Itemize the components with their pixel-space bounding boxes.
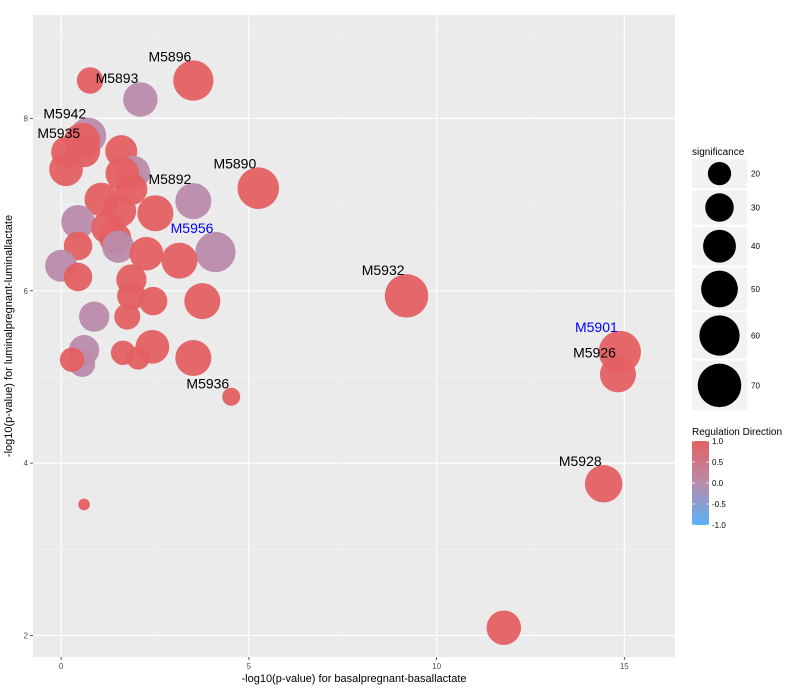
size-legend-key-circle	[699, 315, 740, 356]
y-tick-label: 4	[24, 459, 29, 468]
point-label: M5942	[43, 106, 86, 122]
bubble-point	[49, 152, 83, 187]
bubble-point	[584, 465, 623, 503]
size-legend-label: 60	[751, 332, 760, 341]
y-tick-label: 8	[24, 114, 29, 123]
size-legend-label: 50	[751, 285, 760, 294]
point-label: M5901	[575, 319, 618, 335]
size-legend-label: 40	[751, 242, 760, 251]
point-label: M5896	[148, 48, 191, 64]
point-label: M5926	[573, 344, 616, 360]
size-legend-key-circle	[701, 270, 738, 308]
bubble-point	[126, 346, 150, 370]
color-legend-label: 0.5	[712, 458, 724, 467]
x-tick-label: 10	[432, 662, 441, 671]
bubble-point	[138, 286, 168, 316]
y-axis-ticks: 2 4 6 8	[24, 114, 33, 640]
y-tick-label: 6	[24, 287, 29, 296]
size-legend-key-circle	[707, 162, 732, 186]
bubble-point	[173, 60, 214, 101]
bubble-point	[76, 67, 104, 94]
point-labels-layer: M5896 M5893 M5942 M5935 M5890 M5892 M5956 M5932…	[37, 48, 618, 469]
x-axis-title: -log10(p-value) for basalpregnant-basall…	[241, 673, 466, 685]
color-legend-label: 1.0	[712, 437, 724, 446]
bubble-point	[599, 356, 636, 393]
bubble-point	[63, 262, 93, 292]
size-legend-label: 20	[751, 170, 760, 179]
bubble-point	[59, 347, 85, 372]
bubble-point	[102, 230, 135, 263]
x-axis-ticks: 0 5 10 15	[59, 657, 629, 671]
bubble-point	[175, 183, 212, 220]
size-legend-key-circle	[703, 229, 736, 263]
bubble-point	[137, 195, 174, 232]
color-legend-label: -1.0	[712, 521, 726, 530]
point-label: M5893	[96, 70, 139, 86]
bubble-point	[175, 339, 212, 376]
bubble-point	[384, 274, 429, 318]
bubble-point	[486, 610, 522, 645]
bubble-point	[61, 204, 95, 239]
point-label: M5928	[559, 453, 602, 469]
color-legend-bar	[692, 441, 709, 525]
bubble-point	[79, 301, 110, 332]
y-tick-label: 2	[24, 631, 29, 640]
x-tick-label: 15	[620, 662, 629, 671]
bubble-point	[78, 498, 90, 511]
point-label: M5892	[148, 171, 191, 187]
bubble-point	[237, 167, 280, 210]
x-tick-label: 0	[59, 662, 64, 671]
color-legend-title: Regulation Direction	[692, 427, 782, 438]
y-axis-title: -log10(p-value) for luminalpregnant-lumi…	[3, 215, 15, 457]
bubble-point	[129, 236, 164, 271]
point-label: M5936	[186, 376, 229, 392]
point-label: M5890	[213, 155, 256, 171]
x-tick-label: 5	[247, 662, 252, 671]
point-label: M5956	[171, 220, 214, 236]
points-layer	[45, 60, 641, 645]
point-label: M5932	[362, 262, 405, 278]
size-legend-title: significance	[692, 147, 745, 158]
color-legend: Regulation Direction 1.0 0.5 0.0 -0.5 -1.0	[692, 427, 782, 530]
size-legend-label: 30	[751, 203, 760, 212]
bubble-point	[184, 283, 221, 320]
bubble-point	[114, 303, 141, 330]
bubble-point	[123, 82, 158, 117]
grid-minor	[33, 15, 675, 657]
color-legend-label: -0.5	[712, 500, 726, 509]
bubble-point	[161, 242, 198, 279]
color-legend-label: 0.0	[712, 479, 724, 488]
bubble-point	[195, 231, 236, 273]
bubble-point	[222, 387, 241, 406]
point-label: M5935	[37, 125, 80, 141]
size-legend-key-circle	[705, 193, 734, 222]
size-legend: significance 20 30 40 50 60 70	[692, 147, 760, 411]
size-legend-key-circle	[697, 363, 742, 408]
bubble-point	[117, 281, 146, 311]
size-legend-label: 70	[751, 381, 760, 390]
